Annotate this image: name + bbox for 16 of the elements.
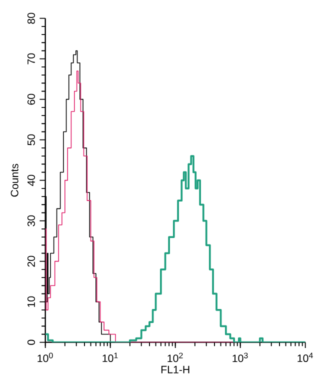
x-tick-label: 10$^{0}$ (38, 352, 53, 362)
y-tick-label: 40 (27, 174, 35, 186)
y-tick-label: 80 (27, 12, 35, 24)
y-tick-label: 50 (27, 134, 35, 146)
x-tick-label: 10$^{4}$ (298, 352, 313, 362)
x-tick-label: 10$^{3}$ (232, 352, 248, 362)
y-tick-label: 70 (27, 53, 35, 64)
x-axis-title: FL1-H (161, 366, 190, 374)
y-axis-title: Counts (10, 164, 18, 197)
y-tick-label: 10 (27, 296, 35, 307)
y-tick-label: 60 (27, 94, 35, 105)
y-tick-label: 20 (27, 256, 35, 267)
x-tick-label: 10$^{1}$ (102, 352, 118, 362)
y-tick-label: 0 (27, 340, 35, 345)
y-tick-label: 30 (27, 215, 35, 226)
x-tick-label: 10$^{2}$ (168, 352, 183, 362)
